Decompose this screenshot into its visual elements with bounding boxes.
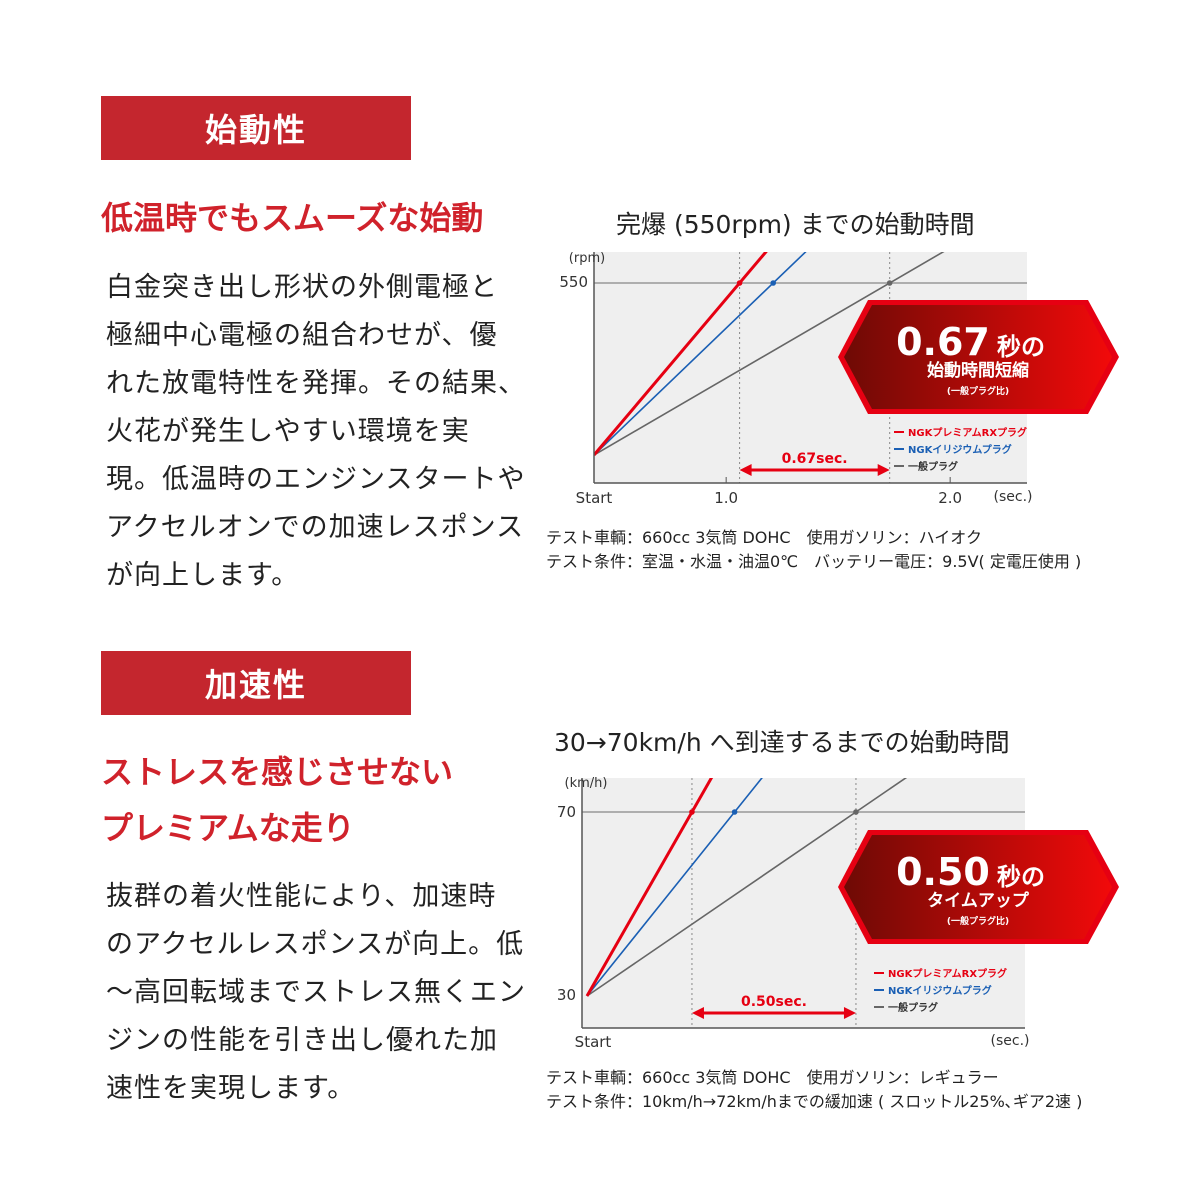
x-tick-label: Start <box>575 1033 612 1051</box>
x-tick-label: 1.0 <box>714 489 738 507</box>
badge-caption: 始動時間短縮 <box>927 360 1029 381</box>
series-line-2 <box>586 778 908 997</box>
chart1-startup-time: (rpm) 550 Start 1.0 2.0 (sec.) 0.67sec. NGKプレミア… <box>559 251 1119 507</box>
series-line-1 <box>586 778 763 997</box>
note-line: テスト車輌：660cc 3気筒 DOHC 使用ガソリン：レギュラー <box>546 1068 999 1087</box>
body-line: 抜群の着火性能により、加速時 <box>106 881 497 912</box>
chart2-title: 30→70km/h へ到達するまでの始動時間 <box>554 728 1010 757</box>
legend-label: NGKイリジウムプラグ <box>908 443 1012 456</box>
arrow-head-right <box>877 464 890 476</box>
chart1-notes: テスト車輌：660cc 3気筒 DOHC 使用ガソリン：ハイオク テスト条件：室… <box>546 526 1081 574</box>
series-line-2 <box>594 252 945 456</box>
legend-label: NGKプレミアムRXプラグ <box>908 426 1027 439</box>
subtitle-line: ストレスを感じさせない <box>101 753 454 791</box>
body-line: アクセルオンでの加速レスポンス <box>106 512 525 543</box>
body-line: れた放電特性を発揮。その結果、 <box>106 368 526 399</box>
section1-subtitle: 低温時でもスムーズな始動 <box>101 190 483 246</box>
y-axis-label: (rpm) <box>569 251 605 266</box>
badge-value: 0.50 <box>896 850 990 894</box>
x-tick-label: 2.0 <box>938 489 962 507</box>
section-header-startability: 始動性 <box>101 96 411 160</box>
difference-label: 0.50sec. <box>741 994 807 1010</box>
badge-hexagon <box>844 305 1112 409</box>
badge-note: (一般プラグ比) <box>947 915 1009 927</box>
body-line: 現。低温時のエンジンスタートや <box>106 464 526 495</box>
series-target-point-0 <box>689 809 695 815</box>
legend-label: NGKプレミアムRXプラグ <box>888 967 1007 980</box>
body-line: 〜高回転域までストレス無くエン <box>106 977 526 1008</box>
subtitle-line: プレミアムな走り <box>101 809 355 847</box>
arrow-head-right <box>843 1007 856 1019</box>
body-line: のアクセルレスポンスが向上。低 <box>106 929 525 960</box>
legend-label: NGKイリジウムプラグ <box>888 984 992 997</box>
badge-hexagon <box>844 835 1112 939</box>
badge-unit: 秒の <box>997 333 1045 361</box>
x-tick-label: Start <box>576 489 613 507</box>
section1-body: 白金突き出し形状の外側電極と 極細中心電極の組合わせが、優 れた放電特性を発揮。… <box>106 264 526 600</box>
legend-label: 一般プラグ <box>908 460 958 473</box>
subtitle-line: 低温時でもスムーズな始動 <box>101 199 484 237</box>
body-line: 速性を実現します。 <box>106 1073 356 1104</box>
legend-label: 一般プラグ <box>888 1001 938 1014</box>
series-line-1 <box>594 252 807 456</box>
series-target-point-0 <box>736 280 743 286</box>
arrow-head-left <box>691 1007 704 1019</box>
badge-note: (一般プラグ比) <box>947 385 1009 397</box>
body-line: 火花が発生しやすい環境を実 <box>106 416 470 447</box>
body-line: 白金突き出し形状の外側電極と <box>106 272 498 303</box>
series-target-point-2 <box>886 280 893 286</box>
note-line: テスト条件：室温・水温・油温0℃ バッテリー電圧：9.5V( 定電圧使用 ) <box>546 552 1082 571</box>
badge-unit: 秒の <box>997 863 1045 891</box>
y-tick-label: 550 <box>559 273 588 291</box>
chart1-title: 完爆 (550rpm) までの始動時間 <box>616 210 975 239</box>
series-line-0 <box>585 778 714 997</box>
body-line: が向上します。 <box>106 560 300 591</box>
section2-subtitle: ストレスを感じさせない プレミアムな走り <box>101 744 453 856</box>
difference-label: 0.67sec. <box>782 451 848 467</box>
x-axis-label: (sec.) <box>994 489 1033 505</box>
y-tick-label: 30 <box>557 986 576 1004</box>
series-target-point-2 <box>853 809 859 815</box>
body-line: ジンの性能を引き出し優れた加 <box>106 1025 498 1056</box>
x-axis-label: (sec.) <box>991 1033 1030 1049</box>
section-header-acceleration: 加速性 <box>101 651 411 715</box>
y-axis-label: (km/h) <box>565 776 608 791</box>
series-target-point-1 <box>731 809 738 815</box>
note-line: テスト条件：10km/h→72km/hまでの緩加速 ( スロットル25%､ギア2… <box>546 1092 1083 1111</box>
body-line: 極細中心電極の組合わせが、優 <box>106 320 498 351</box>
chart2-notes: テスト車輌：660cc 3気筒 DOHC 使用ガソリン：レギュラー テスト条件：… <box>546 1066 1082 1114</box>
series-target-point-1 <box>770 280 776 286</box>
badge-caption: タイムアップ <box>927 890 1030 911</box>
series-line-0 <box>594 252 768 456</box>
arrow-head-left <box>739 464 752 476</box>
note-line: テスト車輌：660cc 3気筒 DOHC 使用ガソリン：ハイオク <box>546 528 982 547</box>
y-tick-label: 70 <box>557 803 576 821</box>
section2-body: 抜群の着火性能により、加速時 のアクセルレスポンスが向上。低 〜高回転域までスト… <box>106 873 526 1113</box>
badge-value: 0.67 <box>896 320 990 364</box>
